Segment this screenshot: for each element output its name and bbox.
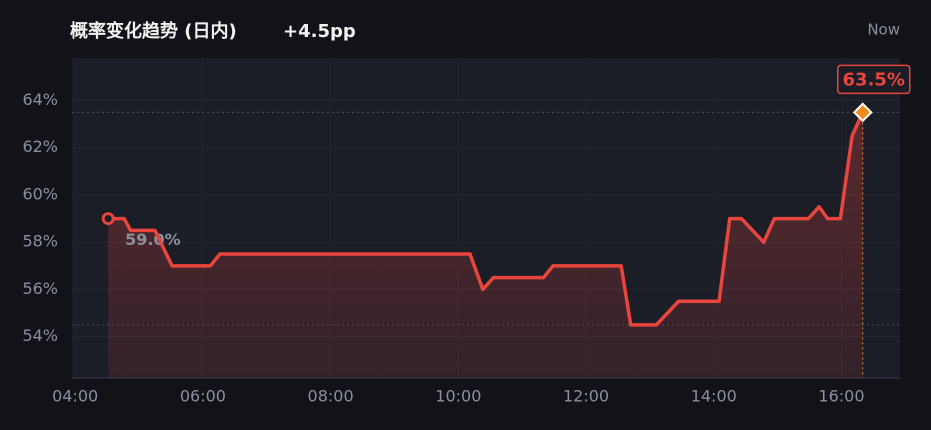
area (108, 112, 863, 378)
y-tick-label: 58% (22, 232, 58, 251)
y-tick-label: 62% (22, 137, 58, 156)
end-badge (837, 64, 911, 95)
x-tick-label: 04:00 (52, 387, 98, 406)
x-tick-label: 10:00 (435, 387, 481, 406)
start-point (101, 212, 115, 226)
x-tick-label: 08:00 (308, 387, 354, 406)
y-tick-label: 56% (22, 279, 58, 298)
x-tick-label: 06:00 (180, 387, 226, 406)
x-tick-label: 14:00 (691, 387, 737, 406)
change-value: +4.5pp (283, 21, 356, 42)
start-label: 59.0% (125, 230, 181, 249)
end-point (852, 102, 873, 123)
chart-title: 概率变化趋势 (日内) (70, 20, 237, 42)
x-tick-label: 12:00 (563, 387, 609, 406)
y-tick-label: 54% (22, 326, 58, 345)
line (108, 111, 865, 327)
y-tick-label: 60% (22, 184, 58, 203)
now-label: Now (867, 21, 900, 39)
y-tick-label: 64% (22, 90, 58, 109)
end-label: 63.5% (843, 69, 905, 90)
x-tick-label: 16:00 (818, 387, 864, 406)
